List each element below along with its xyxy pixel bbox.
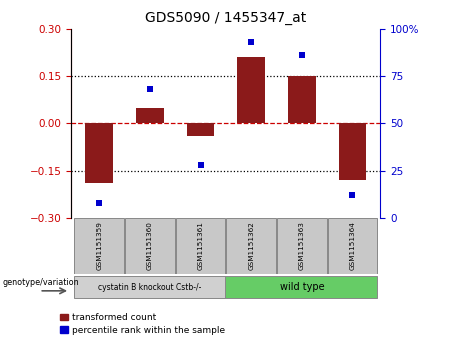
Text: cystatin B knockout Cstb-/-: cystatin B knockout Cstb-/- [98, 283, 201, 291]
Text: GSM1151359: GSM1151359 [96, 221, 102, 270]
Bar [338, 123, 366, 180]
Bar [85, 123, 113, 183]
Bar [75, 276, 225, 298]
Point [95, 200, 103, 205]
Text: GSM1151363: GSM1151363 [299, 221, 305, 270]
Point [349, 192, 356, 198]
Bar [176, 218, 225, 274]
Bar [187, 123, 214, 136]
Text: genotype/variation: genotype/variation [2, 278, 79, 287]
Legend: transformed count, percentile rank within the sample: transformed count, percentile rank withi… [60, 313, 225, 335]
Text: GSM1151360: GSM1151360 [147, 221, 153, 270]
Bar [125, 218, 175, 274]
Bar [136, 108, 164, 123]
Bar [237, 57, 265, 123]
Text: wild type: wild type [279, 282, 324, 292]
Bar [225, 276, 377, 298]
Text: GSM1151364: GSM1151364 [349, 221, 355, 270]
Point [248, 39, 255, 45]
Bar [288, 76, 316, 123]
Title: GDS5090 / 1455347_at: GDS5090 / 1455347_at [145, 11, 307, 25]
Text: GSM1151361: GSM1151361 [198, 221, 204, 270]
Bar [226, 218, 276, 274]
Bar [277, 218, 327, 274]
Point [197, 162, 204, 168]
Bar [75, 218, 124, 274]
Bar [328, 218, 377, 274]
Point [298, 53, 306, 58]
Text: GSM1151362: GSM1151362 [248, 221, 254, 270]
Point [146, 86, 154, 92]
